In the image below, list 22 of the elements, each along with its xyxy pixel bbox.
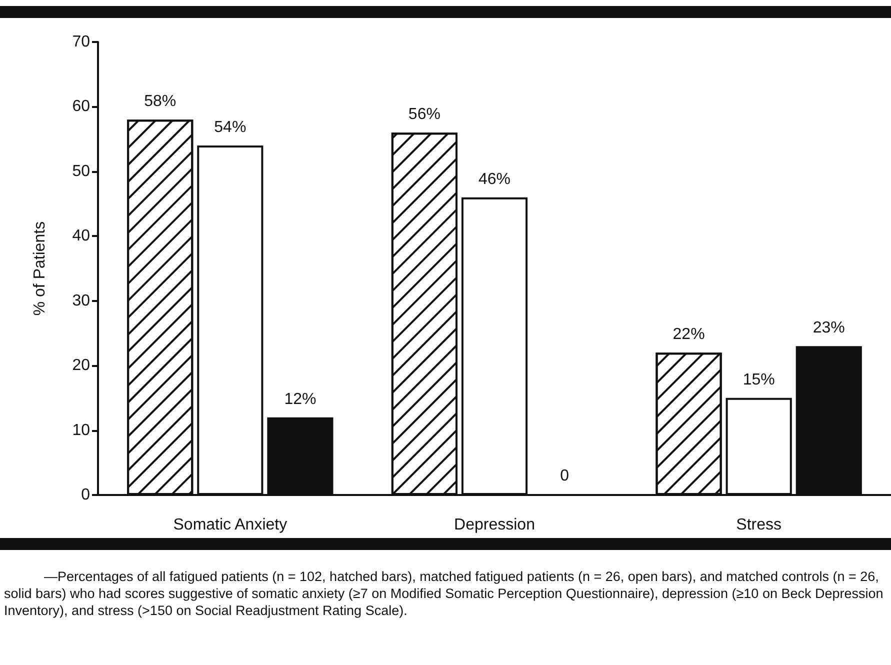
data-label: 15% — [742, 371, 775, 388]
x-tick-label: Somatic Anxiety — [173, 516, 288, 534]
y-tick-label: 50 — [72, 162, 90, 180]
x-tick-label: Depression — [454, 516, 535, 534]
data-label: 12% — [284, 390, 316, 408]
y-tick-label: 70 — [72, 34, 90, 50]
data-label: 54% — [214, 119, 246, 136]
data-label: 0 — [560, 468, 570, 484]
y-tick-label: 40 — [72, 228, 90, 245]
y-tick-label: 0 — [81, 486, 90, 504]
y-tick-label: 20 — [72, 357, 90, 374]
data-label: 46% — [478, 170, 511, 188]
data-label: 22% — [672, 326, 705, 344]
y-axis-title: % of Patients — [32, 221, 48, 316]
y-tick-label: 60 — [72, 98, 90, 116]
data-label: 56% — [408, 106, 440, 124]
text: —Percentages of all fatigued patients (n = 102, hatched bars), matched fatigued patients (n = 26, open bars), and matched controls (n = 26, solid bars) who had scores suggestive of somatic anxiety (≥7 on Modified Somatic Perception Questionnaire), depression (≥10 on Beck Depression Inventory), and stress (>150 on Social Readjustment Rating Scale). — [4, 568, 884, 619]
y-tick-label: 10 — [72, 422, 90, 439]
data-label: 23% — [812, 320, 845, 337]
x-tick-label: Stress — [736, 516, 782, 534]
data-label: 58% — [144, 93, 176, 110]
y-tick-label: 30 — [72, 292, 90, 310]
